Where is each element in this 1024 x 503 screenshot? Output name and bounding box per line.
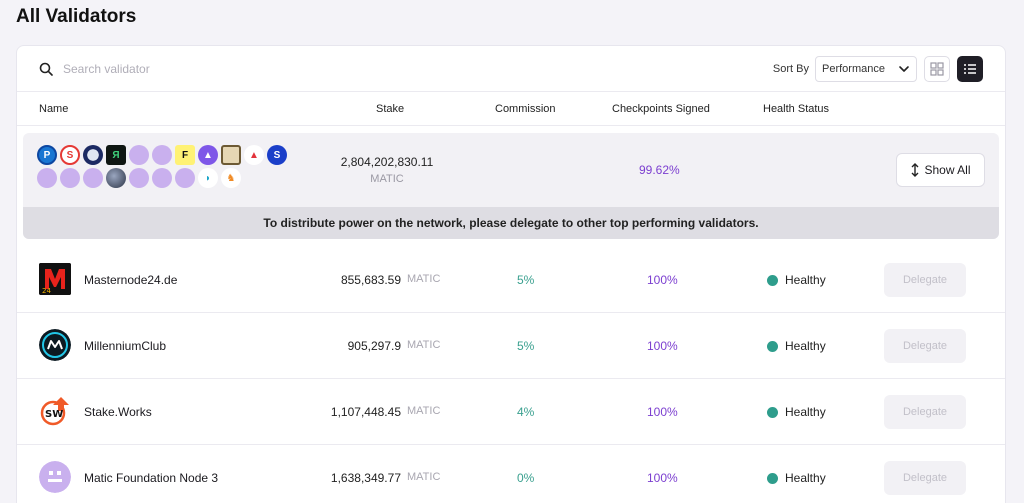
validator-logo-icon: ♞ [221, 168, 241, 188]
placeholder-avatar-icon [129, 168, 149, 188]
validator-group: P S Я F ▲ ▲ S [23, 133, 999, 239]
table-row[interactable]: 24 Masternode24.de 855,683.59 MATIC 5% 1… [17, 247, 1005, 313]
delegate-button[interactable]: Delegate [884, 395, 966, 429]
validator-commission: 5% [517, 339, 535, 353]
health-status: Healthy [767, 471, 826, 485]
sort-value: Performance [822, 62, 885, 75]
table-row[interactable]: MillenniumClub 905,297.9 MATIC 5% 100% H… [17, 313, 1005, 379]
svg-text:24: 24 [42, 287, 51, 295]
validator-commission: 4% [517, 405, 535, 419]
grid-view-button[interactable] [924, 55, 950, 82]
validator-commission: 0% [517, 471, 535, 485]
validator-stake-unit: MATIC [407, 273, 441, 285]
validator-stake: 1,107,448.45 [330, 405, 401, 419]
delegate-button[interactable]: Delegate [884, 263, 966, 297]
healthy-dot-icon [767, 340, 778, 352]
masternode24-logo: 24 [39, 263, 71, 295]
placeholder-avatar-icon [39, 461, 71, 493]
group-logos: P S Я F ▲ ▲ S [37, 145, 297, 191]
validator-logo-icon: ◗ [198, 168, 218, 188]
validators-card: Sort By Performance Name Stake [16, 45, 1006, 503]
search-icon [39, 62, 53, 76]
toolbar: Sort By Performance [17, 46, 1005, 92]
sort-select[interactable]: Performance [815, 55, 917, 82]
health-status: Healthy [767, 273, 826, 287]
validator-checkpoints: 100% [647, 471, 678, 485]
validator-logo-icon: P [37, 145, 57, 165]
chevron-down-icon [899, 65, 909, 72]
validator-logo-icon: ▲ [198, 145, 218, 165]
column-checkpoints[interactable]: Checkpoints Signed [612, 103, 710, 115]
placeholder-avatar-icon [152, 145, 172, 165]
group-stake-unit: MATIC [370, 173, 404, 185]
group-stake-amount: 2,804,202,830.11 [340, 155, 434, 169]
placeholder-avatar-icon [175, 168, 195, 188]
table-header: Name Stake Commission Checkpoints Signed… [17, 92, 1005, 126]
validator-commission: 5% [517, 273, 535, 287]
healthy-dot-icon [767, 472, 778, 484]
search-input[interactable] [63, 61, 363, 76]
validator-checkpoints: 100% [647, 405, 678, 419]
placeholder-avatar-icon [37, 168, 57, 188]
health-label: Healthy [785, 339, 826, 353]
validator-stake-unit: MATIC [407, 471, 441, 483]
validator-name[interactable]: Matic Foundation Node 3 [84, 471, 219, 485]
validator-stake-unit: MATIC [407, 405, 441, 417]
validator-logo-icon [83, 145, 103, 165]
health-label: Healthy [785, 471, 826, 485]
millenniumclub-logo [39, 329, 71, 361]
page-title: All Validators [16, 6, 137, 27]
validator-checkpoints: 100% [647, 273, 678, 287]
column-commission[interactable]: Commission [495, 103, 556, 115]
validator-logo-icon: Я [106, 145, 126, 165]
validator-stake: 1,638,349.77 [330, 471, 401, 485]
delegate-button[interactable]: Delegate [884, 461, 966, 495]
placeholder-avatar-icon [129, 145, 149, 165]
validator-logo-icon [221, 145, 241, 165]
validator-logo-icon: F [175, 145, 195, 165]
placeholder-avatar-icon [152, 168, 172, 188]
validator-stake-unit: MATIC [407, 339, 441, 351]
validator-logo-icon: S [60, 145, 80, 165]
health-status: Healthy [767, 405, 826, 419]
validator-stake: 855,683.59 [340, 273, 401, 287]
grid-view-icon [930, 61, 944, 76]
sort-label: Sort By [772, 62, 809, 75]
validator-logo-icon: S [267, 145, 287, 165]
validator-stake: 905,297.9 [347, 339, 401, 353]
column-stake[interactable]: Stake [376, 103, 405, 115]
placeholder-avatar-icon [83, 168, 103, 188]
svg-text:SW: SW [45, 409, 63, 420]
healthy-dot-icon [767, 406, 778, 418]
validator-checkpoints: 100% [647, 339, 678, 353]
column-name[interactable]: Name [39, 103, 69, 115]
group-stake: 2,804,202,830.11 MATIC [311, 155, 463, 185]
table-row[interactable]: Matic Foundation Node 3 1,638,349.77 MAT… [17, 445, 1005, 503]
validator-name[interactable]: MillenniumClub [84, 339, 167, 353]
health-label: Healthy [785, 273, 826, 287]
delegate-button[interactable]: Delegate [884, 329, 966, 363]
validator-name[interactable]: Stake.Works [84, 405, 152, 419]
expand-vertical-icon [911, 163, 919, 177]
healthy-dot-icon [767, 274, 778, 286]
placeholder-avatar-icon [60, 168, 80, 188]
validator-name[interactable]: Masternode24.de [84, 273, 178, 287]
list-view-button[interactable] [957, 55, 983, 82]
validator-logo-icon [106, 168, 126, 188]
health-label: Healthy [785, 405, 826, 419]
table-row[interactable]: SW Stake.Works 1,107,448.45 MATIC 4% 100… [17, 379, 1005, 445]
list-view-icon [964, 63, 976, 74]
group-checkpoints: 99.62% [639, 163, 680, 177]
show-all-button[interactable]: Show All [896, 153, 985, 187]
show-all-label: Show All [924, 163, 971, 177]
group-notice: To distribute power on the network, plea… [23, 207, 999, 239]
column-health[interactable]: Health Status [763, 103, 830, 115]
stakeworks-logo: SW [39, 395, 71, 427]
validator-logo-icon: ▲ [244, 145, 264, 165]
health-status: Healthy [767, 339, 826, 353]
